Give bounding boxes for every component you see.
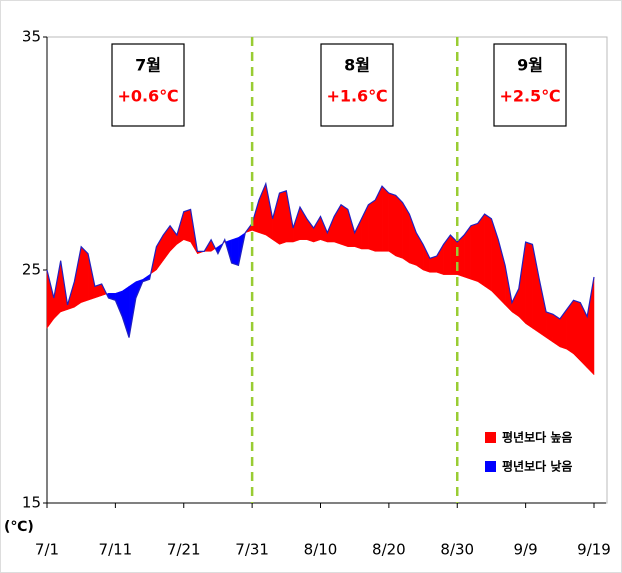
anomaly-segment xyxy=(279,190,287,245)
month-title: 9월 xyxy=(517,56,543,75)
x-tick-label: 7/21 xyxy=(167,541,201,559)
x-tick-label: 8/30 xyxy=(440,541,474,559)
x-tick-label: 9/9 xyxy=(514,541,538,559)
anomaly-segment xyxy=(525,241,533,329)
legend-label: 평년보다 높음 xyxy=(502,430,572,445)
anomaly-segment xyxy=(183,209,191,243)
x-tick-label: 8/20 xyxy=(372,541,406,559)
anomaly-segment xyxy=(470,223,479,282)
month-anomaly: +2.5℃ xyxy=(499,87,560,106)
legend-swatch xyxy=(485,432,496,443)
anomaly-segment xyxy=(80,246,89,303)
legend-label: 평년보다 낮음 xyxy=(502,459,572,474)
month-box xyxy=(111,43,185,127)
month-anomaly: +0.6℃ xyxy=(117,87,178,106)
anomaly-segment xyxy=(573,299,581,362)
anomaly-segment xyxy=(552,313,561,348)
month-anomaly: +1.6℃ xyxy=(326,87,387,106)
anomaly-segment xyxy=(545,311,554,343)
x-tick-label: 8/10 xyxy=(304,541,338,559)
month-box xyxy=(320,43,394,127)
x-tick-label: 7/1 xyxy=(35,541,59,559)
unit-label: (℃) xyxy=(4,519,34,535)
anomaly-segment xyxy=(484,213,492,292)
x-tick-label: 7/31 xyxy=(235,541,269,559)
month-title: 7월 xyxy=(135,56,161,75)
y-tick-label: 25 xyxy=(22,261,41,279)
anomaly-segment xyxy=(381,185,390,252)
y-tick-label: 15 xyxy=(22,494,41,512)
anomaly-segment xyxy=(340,204,349,248)
month-title: 8월 xyxy=(344,56,370,75)
anomaly-segment xyxy=(388,192,396,257)
anomaly-segment xyxy=(477,213,485,287)
anomaly-segment xyxy=(395,194,403,259)
anomaly-segment xyxy=(231,237,239,266)
legend-swatch xyxy=(485,461,496,472)
actual-line xyxy=(46,181,595,338)
anomaly-segment xyxy=(368,199,376,252)
y-tick-label: 35 xyxy=(22,28,41,46)
month-box xyxy=(493,43,567,127)
x-tick-label: 9/19 xyxy=(577,541,611,559)
x-tick-label: 7/11 xyxy=(99,541,133,559)
